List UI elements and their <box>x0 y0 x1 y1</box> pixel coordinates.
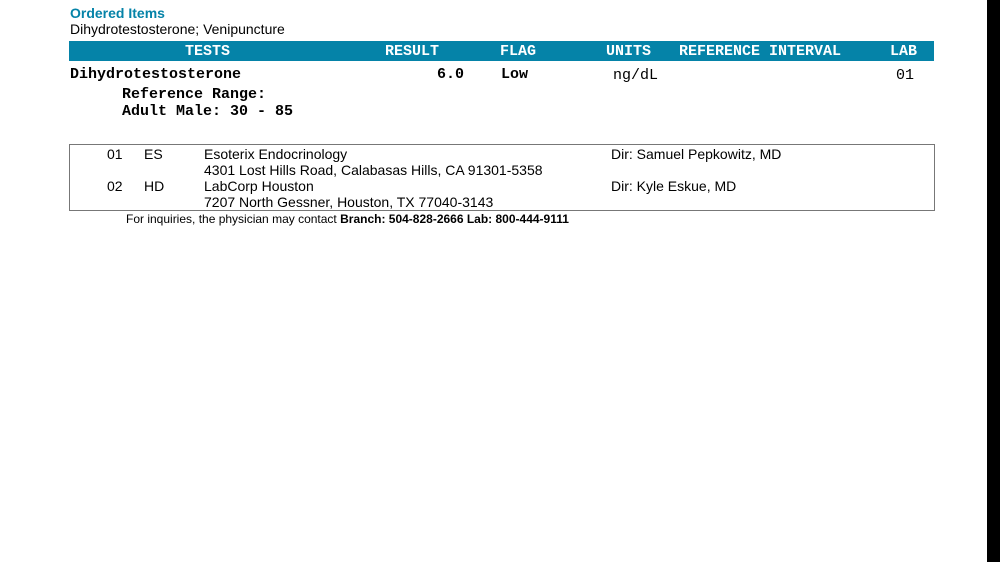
lab-address: 7207 North Gessner, Houston, TX 77040-31… <box>204 194 494 210</box>
header-flag: FLAG <box>500 43 537 60</box>
lab-code: 01 <box>107 146 123 162</box>
header-lab: LAB <box>890 43 918 60</box>
header-tests: TESTS <box>185 43 231 60</box>
results-table-header: TESTS RESULT FLAG UNITS REFERENCE INTERV… <box>69 41 934 61</box>
lab-name: LabCorp Houston <box>204 178 314 194</box>
ordered-items-title: Ordered Items <box>70 5 165 21</box>
footer-text: For inquiries, the physician may contact <box>126 212 341 226</box>
reference-range-value: Adult Male: 30 - 85 <box>122 103 294 120</box>
lab-director: Dir: Samuel Pepkowitz, MD <box>611 146 782 162</box>
test-lab: 01 <box>896 67 915 84</box>
inquiries-footer: For inquiries, the physician may contact… <box>126 212 569 226</box>
test-units: ng/dL <box>613 67 659 84</box>
lab-director: Dir: Kyle Eskue, MD <box>611 178 737 194</box>
footer-contacts: Branch: 504-828-2666 Lab: 800-444-9111 <box>340 212 569 226</box>
lab-code: 02 <box>107 178 123 194</box>
ordered-items-list: Dihydrotestosterone; Venipuncture <box>70 21 285 37</box>
test-flag: Low <box>501 66 529 83</box>
lab-name: Esoterix Endocrinology <box>204 146 348 162</box>
lab-abbr: HD <box>144 178 165 194</box>
header-units: UNITS <box>606 43 652 60</box>
test-name: Dihydrotestosterone <box>70 66 242 83</box>
lab-abbr: ES <box>144 146 163 162</box>
reference-range-label: Reference Range: <box>122 86 267 103</box>
performing-labs-box: 01 ES Esoterix Endocrinology 4301 Lost H… <box>69 144 935 211</box>
header-result: RESULT <box>385 43 440 60</box>
test-result: 6.0 <box>437 66 465 83</box>
lab-address: 4301 Lost Hills Road, Calabasas Hills, C… <box>204 162 543 178</box>
header-reference-interval: REFERENCE INTERVAL <box>679 43 842 60</box>
